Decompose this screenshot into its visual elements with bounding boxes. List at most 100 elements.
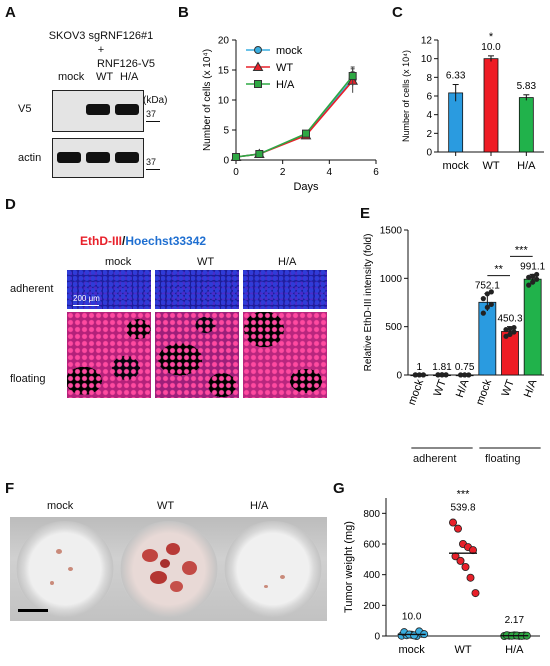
data-point-WT: [466, 573, 475, 582]
x-tick-label: 0: [233, 167, 239, 178]
actin-band-wt: [86, 152, 110, 163]
v5-marker-tick: [146, 121, 160, 122]
data-point: [435, 372, 441, 378]
lane-label-wt: WT: [96, 71, 114, 83]
bar-WT: [483, 58, 499, 153]
data-point: [526, 282, 532, 288]
x-axis-label: Days: [293, 181, 319, 193]
data-point-H/A: [255, 150, 264, 158]
significance-marker: ***: [515, 244, 529, 256]
legend-marker-H/A: [254, 80, 262, 88]
v5-marker: 37: [146, 109, 157, 119]
data-point-WT: [471, 589, 480, 598]
data-point: [420, 372, 426, 378]
data-point-H/A: [348, 72, 357, 80]
dish-wt: [120, 521, 218, 617]
value-label: 1.81: [432, 362, 452, 373]
x-tick-label: mock: [406, 377, 426, 406]
y-tick-label: 200: [363, 601, 380, 612]
data-point: [480, 310, 486, 316]
data-point: [507, 331, 513, 337]
x-tick-label: WT: [454, 644, 471, 656]
image-floating-mock: [67, 312, 151, 398]
panel-label-d: D: [5, 196, 16, 213]
value-label: 6.33: [446, 71, 466, 82]
cell-number-bar-chart: 0 2 4 6 8 10 12 Number of cells (x 10⁴) 6.33 moc…: [401, 31, 544, 172]
y-axis-label: Number of cells (x 10⁴): [401, 50, 411, 142]
dish-ha: [224, 521, 322, 617]
y-tick-label: 600: [363, 540, 380, 551]
data-point: [412, 372, 418, 378]
value-label: 10.0: [481, 42, 501, 53]
data-point-WT: [454, 524, 463, 533]
value-label: 991.1: [520, 261, 545, 272]
x-tick-label: 4: [327, 167, 333, 178]
ethd-intensity-chart: 0 500 1000 1500 Relative EthD-III intensity …: [363, 226, 546, 449]
x-tick-label: 6: [373, 167, 379, 178]
stain-title-ethd: EthD-III: [80, 234, 122, 248]
actin-band-ha: [115, 152, 139, 163]
y-axis-label: Number of cells (x 10⁴): [202, 49, 213, 151]
data-point: [511, 325, 517, 331]
panel-label-b: B: [178, 4, 189, 21]
data-point: [503, 326, 509, 333]
x-tick-label: mock: [443, 160, 470, 172]
legend-label-mock: mock: [276, 45, 303, 57]
series-line-WT: [235, 80, 354, 158]
y-tick-label: 500: [385, 322, 402, 333]
scalebar: [73, 305, 99, 306]
stain-title: EthD-III/Hoechst33342: [80, 234, 206, 248]
col-label-wt: WT: [197, 256, 215, 268]
col-label-mock: mock: [105, 256, 132, 268]
value-label: 5.83: [517, 81, 537, 92]
data-point: [526, 274, 532, 280]
y-tick-label: 0: [426, 148, 432, 159]
legend-marker-mock: [254, 46, 262, 54]
significance-marker: *: [489, 31, 494, 43]
construct-rnf126: RNF126-V5: [96, 58, 156, 70]
data-point: [534, 271, 540, 278]
y-tick-label: 0: [223, 156, 229, 167]
x-tick-label: mock: [474, 377, 494, 406]
image-adherent-wt: [155, 270, 239, 309]
dish-scalebar: [18, 609, 48, 612]
row-label-floating: floating: [10, 373, 46, 385]
y-tick-label: 1500: [380, 226, 403, 237]
value-label: 10.0: [402, 611, 422, 622]
kda-label: (kDa): [143, 95, 168, 106]
data-point: [462, 372, 468, 378]
value-label: 450.3: [497, 314, 522, 325]
panel-label-c: C: [392, 4, 403, 21]
row-label-adherent: adherent: [10, 283, 54, 295]
blot-label-actin: actin: [18, 152, 42, 164]
dish-label-mock: mock: [47, 500, 74, 512]
image-floating-wt: [155, 312, 239, 398]
bar-H/A: [523, 278, 542, 376]
col-label-ha: H/A: [278, 256, 297, 268]
x-tick-label: WT: [500, 378, 517, 398]
dish-label-ha: H/A: [250, 500, 269, 512]
data-point: [488, 301, 494, 308]
y-tick-label: 0: [374, 632, 380, 643]
image-adherent-ha: [243, 270, 327, 309]
blot-label-v5: V5: [18, 103, 32, 115]
y-tick-label: 800: [363, 509, 380, 520]
panel-label-f: F: [5, 480, 15, 497]
data-point: [488, 289, 494, 295]
image-floating-ha: [243, 312, 327, 398]
lane-label-ha: H/A: [120, 71, 139, 83]
construct-label: SKOV3 sgRNF126#1: [48, 30, 154, 42]
data-point: [466, 372, 472, 378]
significance-marker: **: [494, 264, 503, 276]
significance-marker: ***: [457, 489, 471, 501]
data-point-H/A: [232, 153, 240, 161]
actin-band-mock: [57, 152, 81, 163]
v5-band-ha: [115, 104, 139, 115]
data-point: [439, 372, 445, 378]
y-tick-label: 10: [218, 96, 230, 107]
data-point: [480, 296, 486, 302]
actin-blot: [52, 138, 144, 178]
data-point-WT: [456, 556, 465, 565]
x-tick-label: WT: [432, 378, 449, 398]
